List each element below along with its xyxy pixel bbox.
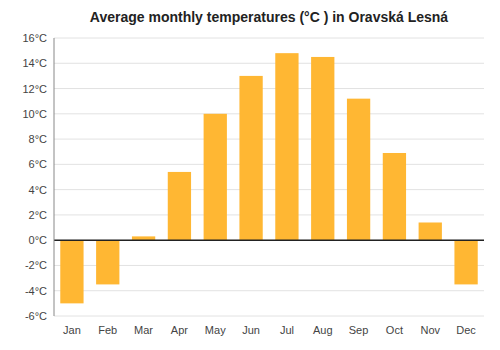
x-tick-label: Jul	[280, 324, 294, 336]
y-tick-label: -2°C	[25, 259, 47, 271]
x-tick-label: May	[205, 324, 226, 336]
grid-line	[54, 63, 484, 64]
bar	[60, 240, 83, 303]
y-tick-label: 12°C	[22, 83, 47, 95]
bar	[239, 76, 262, 240]
bar	[454, 240, 477, 284]
y-tick-label: -4°C	[25, 285, 47, 297]
bar	[168, 172, 191, 240]
x-tick-label: Feb	[98, 324, 117, 336]
grid-line	[54, 38, 484, 39]
zero-line	[54, 239, 484, 241]
grid	[54, 38, 484, 316]
y-tick-label: 16°C	[22, 32, 47, 44]
grid-line	[54, 113, 484, 114]
y-tick-label: 14°C	[22, 57, 47, 69]
y-tick-label: -6°C	[25, 310, 47, 322]
grid-line	[54, 240, 484, 241]
bar	[96, 240, 119, 284]
x-tick-label: Mar	[134, 324, 153, 336]
x-tick-label: Dec	[456, 324, 476, 336]
bar	[383, 153, 406, 240]
y-tick-label: 2°C	[29, 209, 48, 221]
bar	[204, 114, 227, 240]
grid-line	[54, 214, 484, 215]
grid-line	[54, 316, 484, 317]
chart-container: Average monthly temperatures (°C ) in Or…	[0, 0, 500, 350]
y-axis-line	[54, 38, 55, 316]
x-tick-label: Jan	[63, 324, 81, 336]
x-tick-label: Nov	[420, 324, 440, 336]
x-tick-label: Jun	[242, 324, 260, 336]
x-tick-label: Apr	[171, 324, 188, 336]
y-tick-label: 6°C	[29, 158, 48, 170]
x-tick-label: Oct	[386, 324, 403, 336]
bar	[419, 222, 442, 240]
bars	[60, 53, 477, 303]
grid-line	[54, 189, 484, 190]
grid-line	[54, 164, 484, 165]
bar	[311, 57, 334, 240]
y-tick-label: 10°C	[22, 108, 47, 120]
y-tick-label: 0°C	[29, 234, 48, 246]
grid-line	[54, 290, 484, 291]
y-tick-label: 8°C	[29, 133, 48, 145]
bar	[275, 53, 298, 240]
bar	[347, 99, 370, 241]
x-tick-label: Sep	[349, 324, 369, 336]
grid-line	[54, 139, 484, 140]
grid-line	[54, 88, 484, 89]
x-tick-label: Aug	[313, 324, 333, 336]
title: Average monthly temperatures (°C ) in Or…	[90, 9, 449, 25]
y-tick-label: 4°C	[29, 184, 48, 196]
chart-svg: Average monthly temperatures (°C ) in Or…	[0, 0, 500, 350]
